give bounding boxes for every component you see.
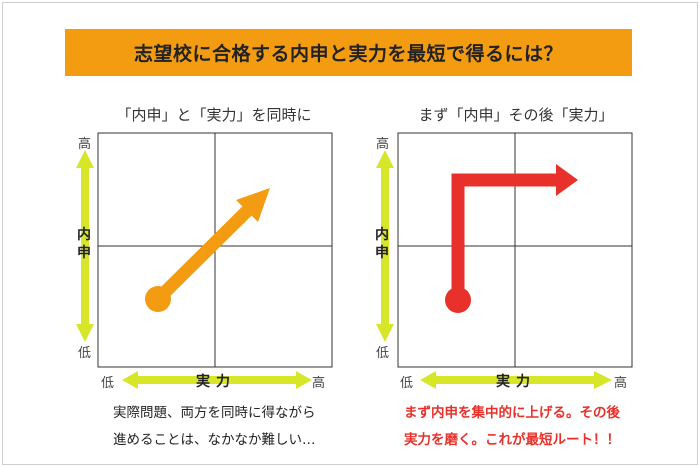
title-text: 志望校に合格する内申と実力を最短で得るには？ bbox=[133, 43, 563, 65]
left-caption-line1: 実際問題、両方を同時に得ながら bbox=[113, 405, 316, 421]
left-x-low: 低 bbox=[101, 376, 115, 391]
right-y-axis-arrow bbox=[376, 150, 394, 342]
right-caption-line2: 実力を磨く。これが最短ルート！！ bbox=[404, 432, 620, 448]
left-y-low: 低 bbox=[78, 346, 92, 361]
right-subtitle: まず「内申」その後「実力」 bbox=[418, 106, 614, 124]
left-y-high: 高 bbox=[78, 137, 92, 152]
left-subtitle: 「内申」と「実力」を同時に bbox=[116, 106, 312, 124]
right-caption: まず内申を集中的に上げる。その後 実力を磨く。これが最短ルート！！ bbox=[404, 400, 620, 454]
left-x-axis-label: 実力 bbox=[196, 374, 236, 390]
right-y-high: 高 bbox=[376, 137, 390, 152]
right-x-high: 高 bbox=[614, 376, 628, 391]
left-x-high: 高 bbox=[312, 376, 326, 391]
right-x-axis-arrow bbox=[420, 371, 612, 389]
right-x-low: 低 bbox=[400, 376, 414, 391]
title-banner: 志望校に合格する内申と実力を最短で得るには？ bbox=[65, 29, 632, 76]
right-diagram bbox=[376, 132, 633, 389]
left-caption: 実際問題、両方を同時に得ながら 進めることは、なかなか難しい… bbox=[113, 400, 316, 454]
left-start-dot bbox=[145, 286, 171, 312]
right-x-axis-label: 実力 bbox=[496, 374, 536, 390]
left-x-axis-arrow bbox=[122, 371, 312, 389]
right-start-dot bbox=[445, 287, 471, 313]
left-diagram bbox=[76, 132, 333, 389]
left-caption-line2: 進めることは、なかなか難しい… bbox=[113, 432, 316, 448]
right-progress-arrow bbox=[445, 164, 578, 313]
right-caption-line1: まず内申を集中的に上げる。その後 bbox=[404, 405, 620, 421]
left-y-axis-arrow bbox=[76, 150, 94, 342]
left-progress-arrow bbox=[145, 188, 270, 312]
left-y-axis-label: 内申 bbox=[77, 227, 91, 261]
right-y-low: 低 bbox=[376, 346, 390, 361]
right-y-axis-label: 内申 bbox=[375, 227, 389, 261]
